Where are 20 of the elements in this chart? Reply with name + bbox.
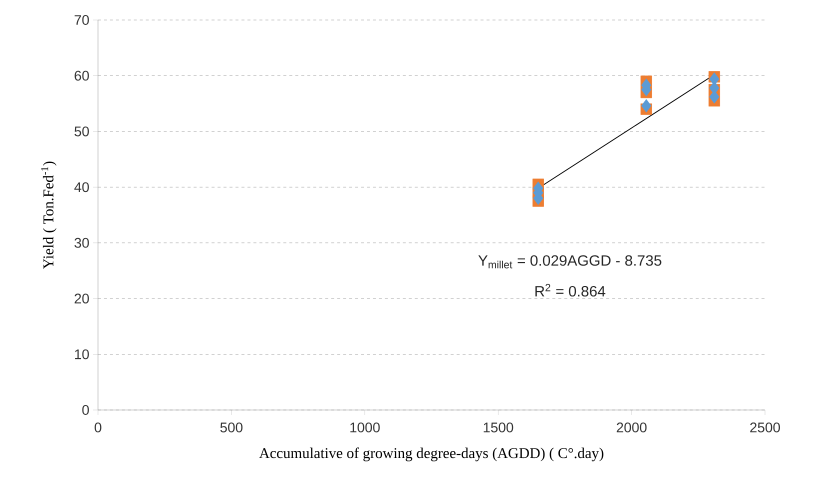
y-tick-label: 70	[74, 15, 89, 25]
y-tick-label: 30	[74, 238, 89, 248]
annotation: Y$_{millet}$ = 0.029AGGD - 8.735	[478, 255, 662, 268]
x-tick-label: 1000	[350, 422, 380, 432]
x-tick-label: 0	[94, 422, 102, 432]
x-tick-label: 2500	[750, 422, 780, 432]
x-tick-label: 500	[220, 422, 242, 432]
y-tick-label: 20	[74, 294, 89, 304]
point	[641, 99, 652, 112]
y-tick-label: 40	[74, 182, 89, 192]
y-axis-title: Yield ( Ton.Fed$^{-1}$)	[41, 162, 56, 269]
y-tick-label: 50	[74, 126, 89, 136]
y-tick-label: 60	[74, 70, 89, 81]
y-tick-label: 10	[75, 349, 89, 360]
x-tick-label: 1500	[484, 422, 514, 432]
x-tick-label: 2000	[616, 422, 647, 432]
y-tick-label: 0	[82, 405, 89, 415]
x-axis-title: Accumulative of growing degree-days (AGDD) ( C°.day)	[259, 448, 604, 462]
point	[709, 72, 720, 86]
annotation: R$^{2}$ = 0.864	[535, 284, 606, 297]
